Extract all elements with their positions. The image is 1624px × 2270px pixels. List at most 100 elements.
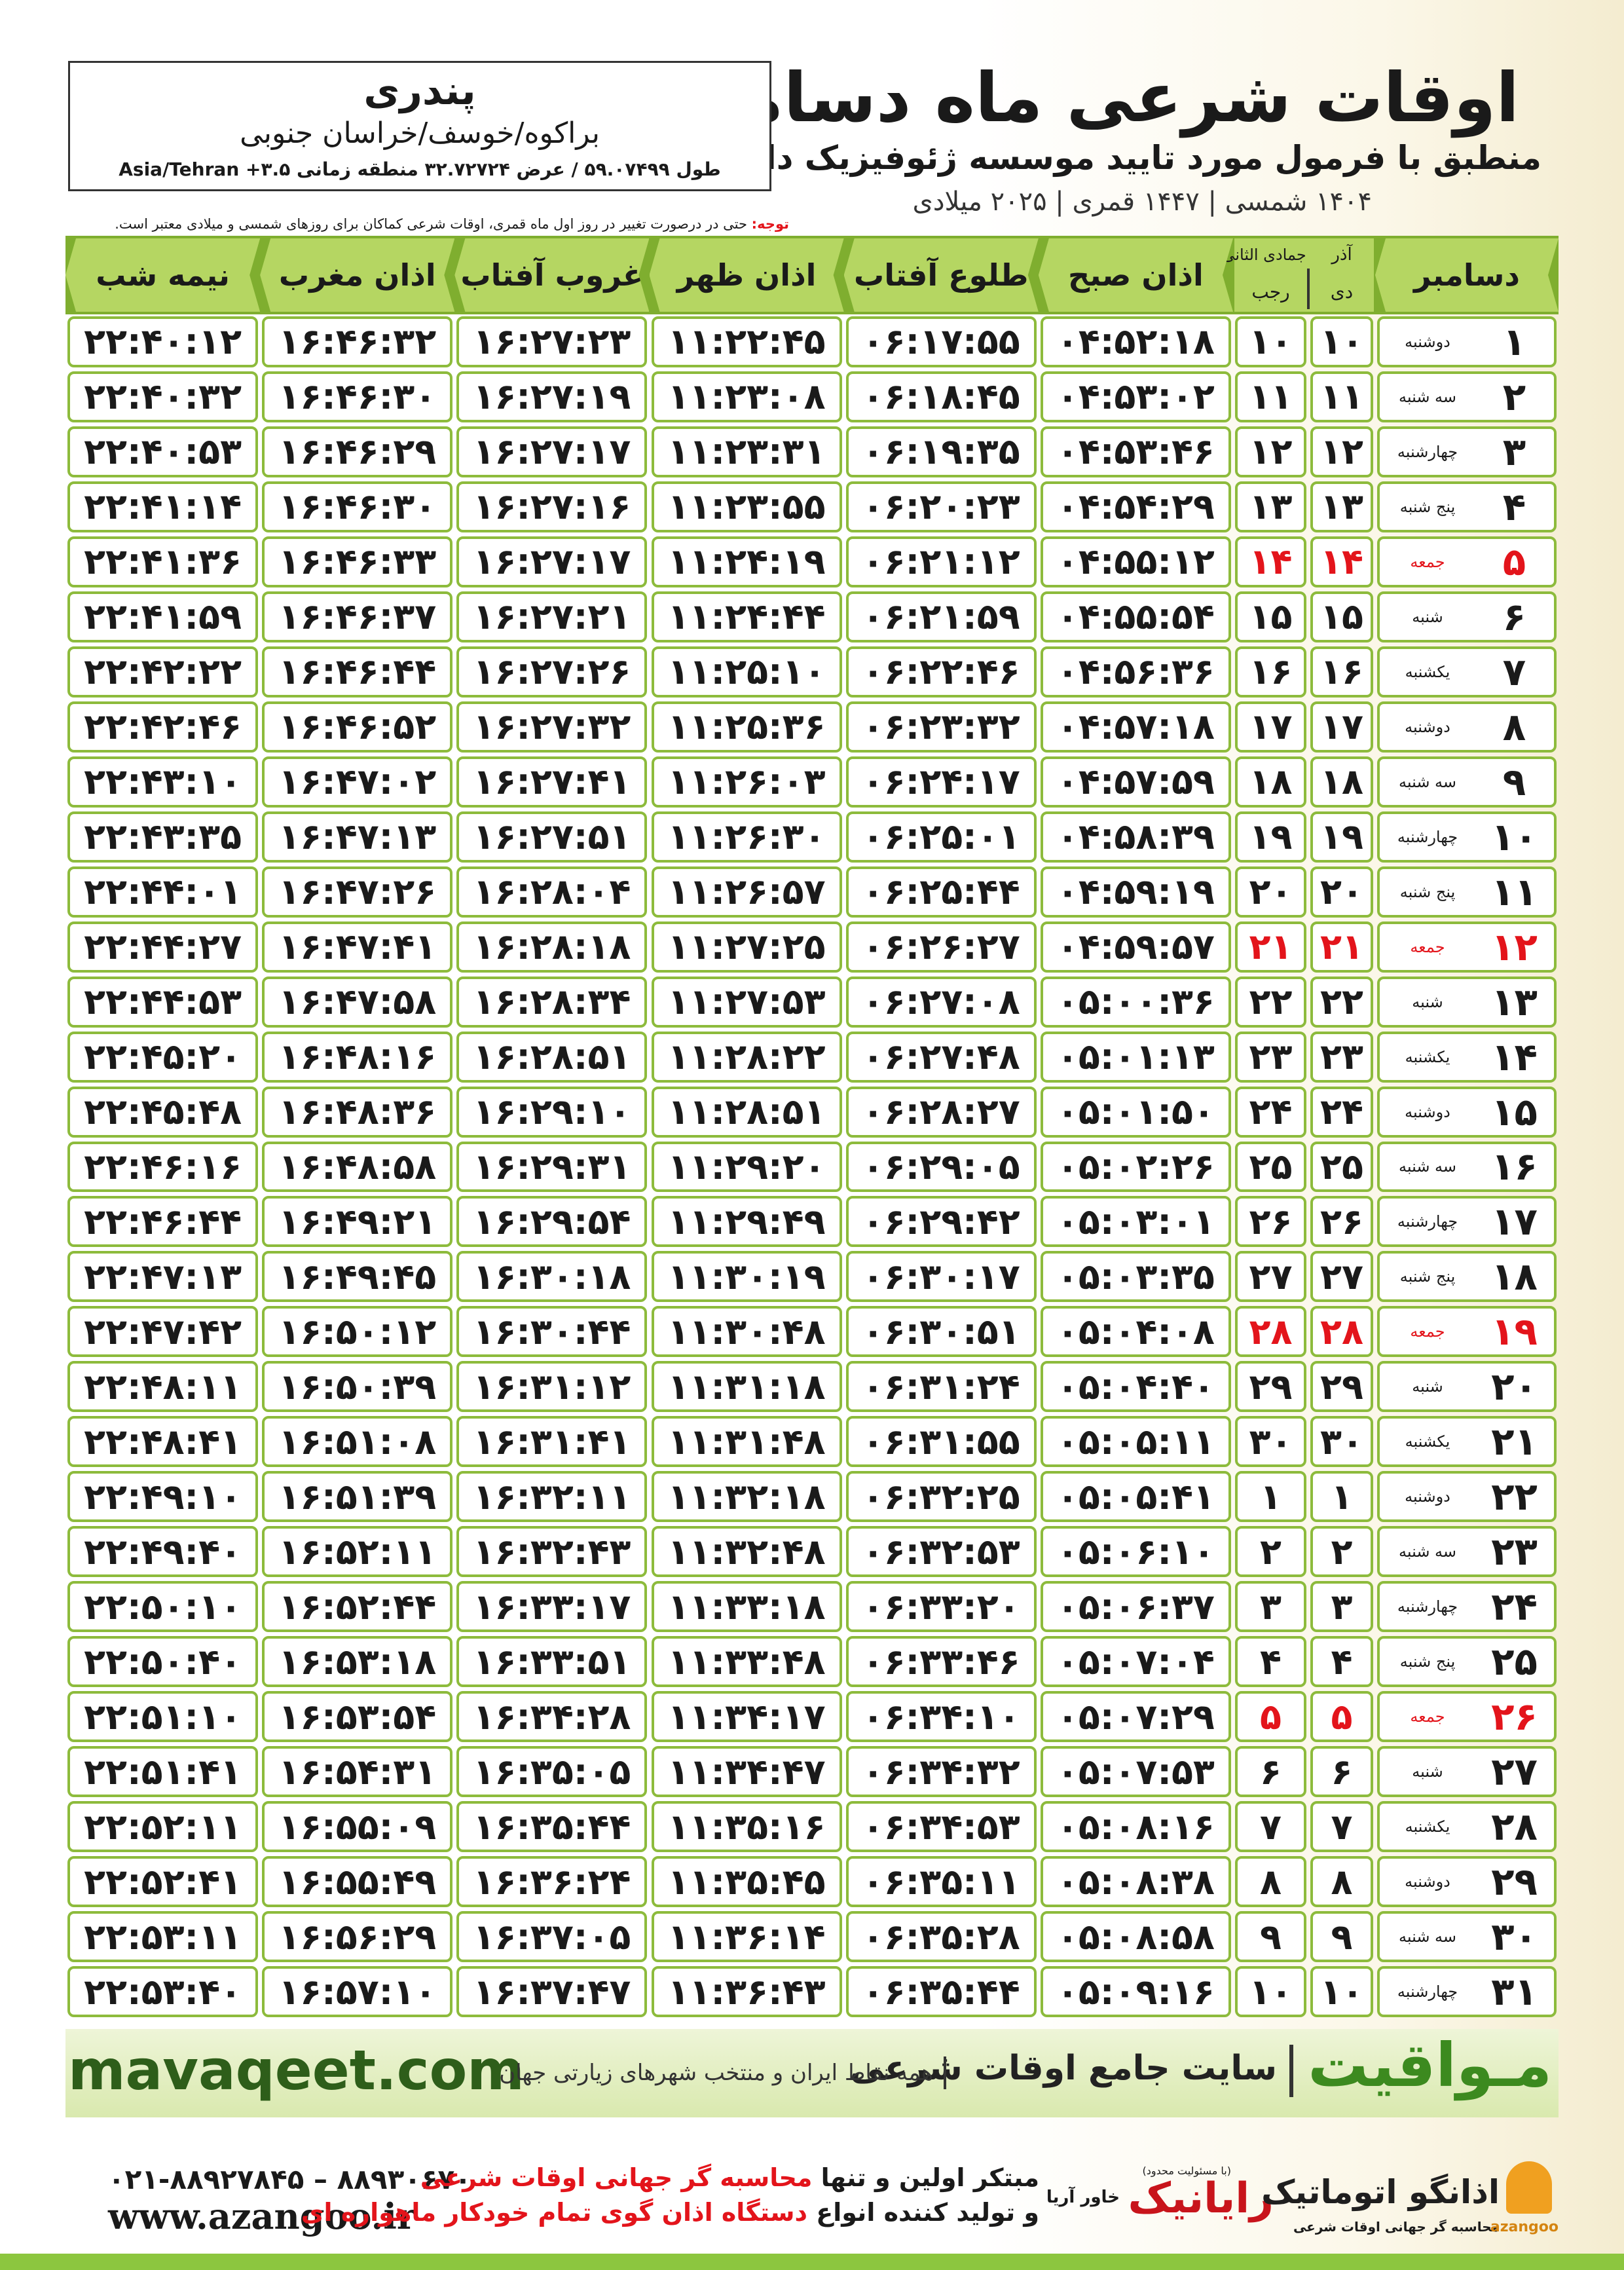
dey-date: ۱۹: [1310, 811, 1373, 863]
day-cell: [1377, 316, 1557, 367]
day-number: ۱۱: [1491, 869, 1538, 914]
day-cell: [1377, 591, 1557, 642]
hijri-date: ۱۱: [1235, 371, 1306, 422]
location-box: پندری براکوه/خوسف/خراسان جنوبی طول ۵۹.۰۷…: [68, 61, 771, 191]
note-text: حتی در درصورت تغییر در روز اول ماه قمری،…: [115, 216, 747, 232]
time-cell: ۱۶:۴۶:۴۴: [262, 646, 453, 698]
day-cell: [1377, 1636, 1557, 1688]
hijri-date: ۱۹: [1235, 811, 1306, 863]
time-cell: ۱۶:۵۰:۳۹: [262, 1361, 453, 1413]
weekday: چهارشنبه: [1397, 1597, 1458, 1616]
dey-date: ۲۵: [1310, 1141, 1373, 1193]
note: توجه: حتی در درصورت تغییر در روز اول ماه…: [115, 216, 789, 232]
day-number: ۲۸: [1491, 1804, 1538, 1850]
time-cell: ۱۶:۵۵:۴۹: [262, 1856, 453, 1908]
time-cell: ۱۶:۴۶:۳۰: [262, 481, 453, 532]
time-cell: ۰۵:۰۷:۲۹: [1040, 1691, 1231, 1743]
day-cell: [1377, 1361, 1557, 1413]
time-cell: ۱۶:۳۳:۵۱: [456, 1636, 648, 1688]
time-cell: ۲۲:۴۰:۱۲: [67, 316, 259, 367]
logo-subtext: محاسبه گر جهانی اوقات شرعی: [1293, 2219, 1500, 2235]
dey-date: ۸: [1310, 1856, 1373, 1908]
day-cell: [1377, 756, 1557, 808]
time-cell: ۲۲:۴۵:۴۸: [67, 1086, 259, 1138]
dey-date: ۲۷: [1310, 1251, 1373, 1303]
time-cell: ۰۶:۲۹:۰۵: [845, 1141, 1037, 1193]
header-cell: [1234, 238, 1374, 312]
hijri-date: ۱۳: [1235, 481, 1306, 532]
hijri-date: ۵: [1235, 1691, 1306, 1743]
weekday: شنبه: [1412, 1377, 1443, 1396]
day-number: ۲۱: [1491, 1419, 1538, 1464]
time-cell: ۲۲:۴۱:۱۴: [67, 481, 259, 532]
weekday: چهارشنبه: [1397, 827, 1458, 846]
time-cell: ۱۶:۲۸:۰۴: [456, 866, 648, 918]
time-cell: ۲۲:۴۹:۴۰: [67, 1526, 259, 1578]
weekday: جمعه: [1410, 1322, 1445, 1341]
time-cell: ۱۶:۴۶:۲۹: [262, 426, 453, 477]
time-cell: ۲۲:۴۱:۳۶: [67, 536, 259, 587]
day-cell: [1377, 1911, 1557, 1963]
scope: همه نقاط ایران و منتخب شهرهای زیارتی جها…: [499, 2060, 933, 2086]
dey-date: ۷: [1310, 1801, 1373, 1853]
day-cell: [1377, 976, 1557, 1028]
hijri-date: ۲۲: [1235, 976, 1306, 1028]
time-cell: ۱۶:۲۷:۱۷: [456, 426, 648, 477]
promo-highlight: محاسبه گر جهانی اوقات شرعی: [420, 2163, 813, 2192]
day-number: ۱۴: [1491, 1034, 1538, 1079]
time-cell: ۱۶:۴۶:۳۰: [262, 371, 453, 422]
time-cell: ۱۶:۴۹:۲۱: [262, 1196, 453, 1248]
time-cell: ۱۱:۲۸:۵۱: [651, 1086, 842, 1138]
day-number: ۴: [1502, 484, 1526, 529]
day-number: ۶: [1502, 594, 1526, 639]
time-cell: ۱۶:۴۶:۳۷: [262, 591, 453, 642]
dey-date: ۲۹: [1310, 1361, 1373, 1413]
day-cell: [1377, 701, 1557, 753]
time-cell: ۲۲:۴۶:۴۴: [67, 1196, 259, 1248]
time-cell: ۰۴:۵۳:۰۲: [1040, 371, 1231, 422]
logo-rayanik: رایانیک: [1128, 2174, 1274, 2223]
day-cell: [1377, 371, 1557, 422]
time-cell: ۱۱:۲۳:۳۱: [651, 426, 842, 477]
hijri-date: ۳۰: [1235, 1416, 1306, 1468]
day-number: ۲۵: [1491, 1639, 1538, 1684]
time-cell: ۲۲:۴۷:۴۲: [67, 1306, 259, 1358]
phones: ۰۲۱-۸۸۹۲۷۸۴۵ – ۸۸۹۳۰۶۷۰: [108, 2163, 471, 2195]
time-cell: ۰۵:۰۱:۱۳: [1040, 1031, 1231, 1083]
logo-azangoo-en: azangoo: [1490, 2219, 1559, 2235]
time-cell: ۱۶:۵۶:۲۹: [262, 1911, 453, 1963]
day-number: ۲۰: [1491, 1364, 1538, 1409]
time-cell: ۰۵:۰۹:۱۶: [1040, 1966, 1231, 2017]
logo-subtext: (با مسئولیت محدود): [1142, 2165, 1231, 2177]
day-number: ۱۶: [1491, 1144, 1538, 1189]
day-cell: [1377, 811, 1557, 863]
day-cell: [1377, 1746, 1557, 1798]
day-cell: [1377, 1856, 1557, 1908]
hijri-date: ۲۸: [1235, 1306, 1306, 1358]
hijri-date: ۲۵: [1235, 1141, 1306, 1193]
time-cell: ۰۶:۲۴:۱۷: [845, 756, 1037, 808]
weekday: چهارشنبه: [1397, 442, 1458, 461]
time-cell: ۰۶:۲۵:۰۱: [845, 811, 1037, 863]
hijri-date: ۲۴: [1235, 1086, 1306, 1138]
site-url[interactable]: mavaqeet.com: [68, 2038, 525, 2102]
time-cell: ۱۶:۲۷:۲۶: [456, 646, 648, 698]
time-cell: ۰۴:۵۹:۵۷: [1040, 921, 1231, 973]
time-cell: ۰۵:۰۸:۳۸: [1040, 1856, 1231, 1908]
time-cell: ۱۱:۳۶:۱۴: [651, 1911, 842, 1963]
time-cell: ۱۱:۲۳:۵۵: [651, 481, 842, 532]
day-number: ۱۰: [1491, 814, 1538, 859]
day-number: ۳: [1502, 429, 1526, 474]
separator: [944, 2056, 946, 2089]
time-cell: ۱۶:۲۷:۱۷: [456, 536, 648, 587]
website[interactable]: www.azangoo.ir: [108, 2195, 416, 2237]
time-cell: ۲۲:۴۱:۵۹: [67, 591, 259, 642]
time-cell: ۰۵:۰۸:۱۶: [1040, 1801, 1231, 1853]
time-cell: ۰۵:۰۲:۲۶: [1040, 1141, 1231, 1193]
day-cell: [1377, 1471, 1557, 1523]
time-cell: ۱۱:۲۶:۳۰: [651, 811, 842, 863]
time-cell: ۰۵:۰۱:۵۰: [1040, 1086, 1231, 1138]
time-cell: ۲۲:۴۲:۲۲: [67, 646, 259, 698]
weekday: دوشنبه: [1405, 1872, 1450, 1891]
